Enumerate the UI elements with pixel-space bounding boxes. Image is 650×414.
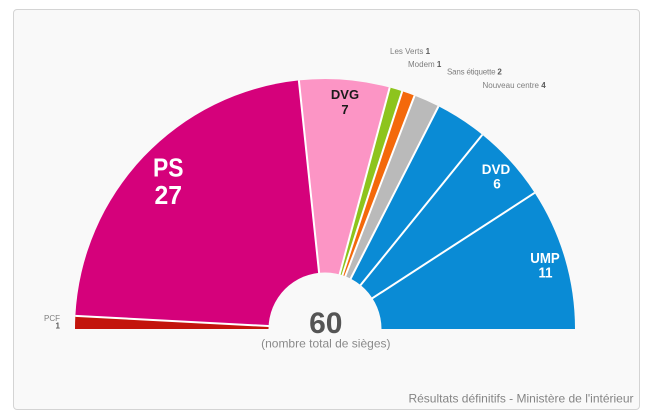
svg-text:Nouveau centre 4: Nouveau centre 4 — [483, 81, 547, 90]
svg-text:UMP: UMP — [530, 250, 560, 267]
svg-text:(nombre total de sièges): (nombre total de sièges) — [261, 336, 390, 350]
svg-text:Sans étiquette 2: Sans étiquette 2 — [447, 68, 502, 77]
svg-text:DVG: DVG — [331, 87, 359, 102]
svg-text:60: 60 — [309, 307, 342, 340]
svg-text:11: 11 — [539, 265, 553, 282]
svg-text:DVD: DVD — [482, 162, 511, 177]
svg-text:1: 1 — [56, 322, 61, 331]
svg-text:Modem 1: Modem 1 — [408, 60, 442, 69]
svg-text:6: 6 — [493, 177, 501, 192]
svg-text:27: 27 — [155, 180, 183, 210]
svg-text:PS: PS — [153, 153, 184, 183]
svg-text:Résultats définitifs - Ministè: Résultats définitifs - Ministère de l'in… — [408, 392, 633, 406]
svg-text:7: 7 — [341, 102, 348, 117]
svg-text:PCF: PCF — [44, 314, 60, 323]
svg-text:Les Verts 1: Les Verts 1 — [390, 47, 431, 56]
